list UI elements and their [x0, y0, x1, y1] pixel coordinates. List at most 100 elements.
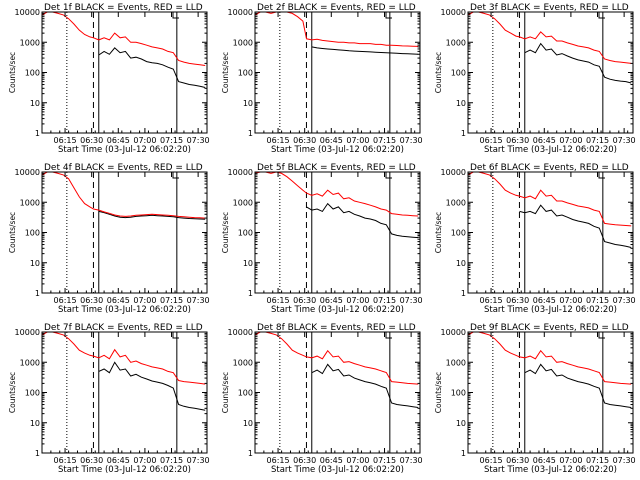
y-tick-label: 10000 — [441, 168, 466, 177]
x-tick-label: 07:15 — [586, 296, 609, 305]
y-axis-label: Counts/sec — [221, 212, 230, 253]
x-tick-label: 06:45 — [320, 456, 343, 465]
y-tick-label: 1 — [35, 449, 40, 458]
x-tick-label: 06:45 — [533, 136, 556, 145]
series-line-lld — [254, 331, 419, 385]
series-line-events — [306, 202, 419, 239]
corner-mark — [172, 332, 179, 339]
y-tick-label: 1000 — [20, 38, 40, 47]
series-line-lld — [41, 171, 206, 219]
x-axis-label: Start Time (03-Jul-12 06:02:20) — [271, 145, 404, 155]
x-tick-label: 07:30 — [400, 456, 423, 465]
chart-panel-1: Det 1f BLACK = Events, RED = LLD 1 10 100 10… — [8, 3, 210, 155]
y-tick-label: 10000 — [441, 8, 466, 17]
x-tick-label: 06:15 — [267, 136, 290, 145]
corner-mark — [385, 332, 392, 339]
x-tick-label: 07:00 — [346, 136, 369, 145]
chart-panel-7: Det 7f BLACK = Events, RED = LLD 1 10 100 10… — [8, 323, 210, 475]
y-tick-label: 10000 — [228, 8, 253, 17]
chart-title: Det 5f BLACK = Events, RED = LLD — [257, 163, 416, 173]
x-tick-label: 07:00 — [559, 136, 582, 145]
x-axis-label: Start Time (03-Jul-12 06:02:20) — [271, 465, 404, 475]
chart-panel-8: Det 8f BLACK = Events, RED = LLD 1 10 100 10… — [221, 323, 423, 475]
x-tick-label: 06:30 — [506, 456, 529, 465]
x-tick-label: 07:30 — [613, 456, 636, 465]
chart-panel-9: Det 9f BLACK = Events, RED = LLD 1 10 100 10… — [434, 323, 636, 475]
x-tick-label: 07:30 — [613, 136, 636, 145]
y-tick-label: 100 — [451, 389, 466, 398]
corner-mark — [598, 12, 605, 19]
x-tick-label: 07:30 — [187, 456, 210, 465]
x-tick-label: 07:00 — [559, 296, 582, 305]
series-line-lld — [254, 171, 419, 217]
x-tick-label: 07:00 — [346, 296, 369, 305]
y-tick-label: 10 — [30, 99, 40, 108]
series-line-lld — [254, 11, 419, 47]
x-tick-label: 07:15 — [586, 136, 609, 145]
series-line-lld — [467, 171, 632, 227]
y-tick-label: 1000 — [233, 198, 253, 207]
y-tick-label: 1 — [248, 449, 253, 458]
y-axis-label: Counts/sec — [434, 212, 443, 253]
y-tick-label: 1000 — [446, 38, 466, 47]
x-tick-label: 07:00 — [346, 456, 369, 465]
series-line-events — [98, 210, 206, 220]
chart-title: Det 2f BLACK = Events, RED = LLD — [257, 3, 416, 13]
x-axis-label: Start Time (03-Jul-12 06:02:20) — [484, 305, 617, 315]
chart-title: Det 8f BLACK = Events, RED = LLD — [257, 323, 416, 333]
y-tick-label: 10000 — [15, 328, 40, 337]
x-tick-label: 07:00 — [133, 136, 156, 145]
y-axis-label: Counts/sec — [434, 52, 443, 93]
y-tick-label: 10000 — [15, 8, 40, 17]
y-tick-label: 1 — [461, 289, 466, 298]
y-tick-label: 1 — [461, 129, 466, 138]
y-tick-label: 100 — [25, 389, 40, 398]
y-tick-label: 1 — [35, 129, 40, 138]
x-tick-label: 07:15 — [586, 456, 609, 465]
x-tick-label: 06:15 — [54, 456, 77, 465]
y-tick-label: 100 — [238, 69, 253, 78]
y-tick-label: 10 — [456, 419, 466, 428]
x-axis-label: Start Time (03-Jul-12 06:02:20) — [58, 145, 191, 155]
x-tick-label: 07:00 — [133, 456, 156, 465]
x-tick-label: 07:30 — [187, 136, 210, 145]
x-tick-label: 07:15 — [373, 296, 396, 305]
x-tick-label: 06:45 — [107, 136, 130, 145]
x-tick-label: 06:45 — [107, 456, 130, 465]
chart-title: Det 9f BLACK = Events, RED = LLD — [470, 323, 629, 333]
y-axis-label: Counts/sec — [8, 212, 17, 253]
series-line-events — [98, 47, 206, 88]
x-tick-label: 06:15 — [267, 296, 290, 305]
x-tick-label: 07:15 — [160, 136, 183, 145]
y-tick-label: 1 — [35, 289, 40, 298]
x-tick-label: 07:30 — [187, 296, 210, 305]
series-line-events — [98, 361, 206, 411]
chart-title: Det 4f BLACK = Events, RED = LLD — [44, 163, 203, 173]
corner-mark — [385, 12, 392, 19]
series-line-events — [524, 363, 632, 408]
series-line-lld — [41, 331, 206, 385]
x-tick-label: 07:15 — [160, 456, 183, 465]
corner-mark — [172, 172, 179, 179]
chart-title: Det 1f BLACK = Events, RED = LLD — [44, 3, 203, 13]
x-tick-label: 06:30 — [80, 456, 103, 465]
y-tick-label: 10000 — [15, 168, 40, 177]
chart-panel-4: Det 4f BLACK = Events, RED = LLD 1 10 100 10… — [8, 163, 210, 315]
series-line-events — [524, 42, 632, 84]
x-axis-label: Start Time (03-Jul-12 06:02:20) — [58, 465, 191, 475]
chart-title: Det 6f BLACK = Events, RED = LLD — [470, 163, 629, 173]
y-axis-label: Counts/sec — [8, 372, 17, 413]
chart-panel-5: Det 5f BLACK = Events, RED = LLD 1 10 100 10… — [221, 163, 423, 315]
x-tick-label: 06:30 — [293, 456, 316, 465]
y-tick-label: 1 — [248, 129, 253, 138]
y-tick-label: 1000 — [20, 358, 40, 367]
x-tick-label: 06:30 — [506, 136, 529, 145]
x-axis-label: Start Time (03-Jul-12 06:02:20) — [58, 305, 191, 315]
series-line-lld — [467, 11, 632, 64]
chart-panel-2: Det 2f BLACK = Events, RED = LLD 1 10 100 10… — [221, 3, 423, 155]
x-tick-label: 06:30 — [80, 296, 103, 305]
x-tick-label: 06:15 — [480, 136, 503, 145]
y-tick-label: 1000 — [233, 38, 253, 47]
y-tick-label: 100 — [451, 69, 466, 78]
